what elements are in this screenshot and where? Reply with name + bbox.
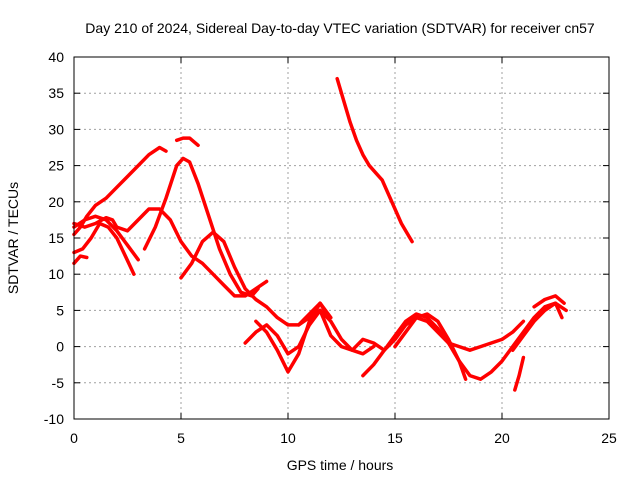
trace-6	[142, 156, 260, 298]
trace-4	[72, 207, 269, 298]
trace-13	[393, 312, 468, 381]
x-tick-label: 25	[601, 430, 617, 446]
x-tick-label: 5	[177, 430, 185, 446]
trace-10	[254, 301, 333, 374]
trace-14	[335, 76, 414, 244]
x-tick-label: 10	[280, 430, 296, 446]
trace-11	[296, 308, 526, 352]
trace-3	[72, 254, 89, 266]
trace-15	[513, 355, 526, 392]
trace-8	[179, 230, 329, 327]
y-tick-label: 0	[56, 339, 64, 355]
y-tick-label: 15	[48, 230, 64, 246]
y-tick-label: -5	[52, 375, 65, 391]
chart-title: Day 210 of 2024, Sidereal Day-to-day VTE…	[85, 20, 595, 36]
x-tick-label: 15	[387, 430, 403, 446]
y-tick-label: 10	[48, 266, 64, 282]
trace-1	[72, 145, 168, 237]
trace-7	[174, 136, 200, 148]
x-axis-label: GPS time / hours	[287, 457, 394, 473]
axis-ticks: -10 -5 0 5 10 15 20 25 30 35 40 0 5 10 15 20 25	[44, 49, 617, 446]
y-tick-label: 40	[48, 49, 64, 65]
trace-5	[72, 214, 140, 262]
trace-12	[361, 301, 568, 381]
y-tick-label: 5	[56, 302, 64, 318]
y-tick-label: 35	[48, 85, 64, 101]
y-tick-label: 30	[48, 121, 64, 137]
x-tick-label: 20	[494, 430, 510, 446]
trace-2	[72, 221, 136, 276]
data-traces	[72, 76, 568, 392]
y-tick-label: -10	[44, 411, 64, 427]
y-axis-label: SDTVAR / TECUs	[5, 182, 21, 294]
x-tick-label: 0	[70, 430, 78, 446]
grid-lines	[74, 57, 609, 419]
y-tick-label: 25	[48, 158, 64, 174]
trace-17	[532, 294, 566, 309]
y-tick-label: 20	[48, 194, 64, 210]
trace-16	[510, 301, 564, 352]
